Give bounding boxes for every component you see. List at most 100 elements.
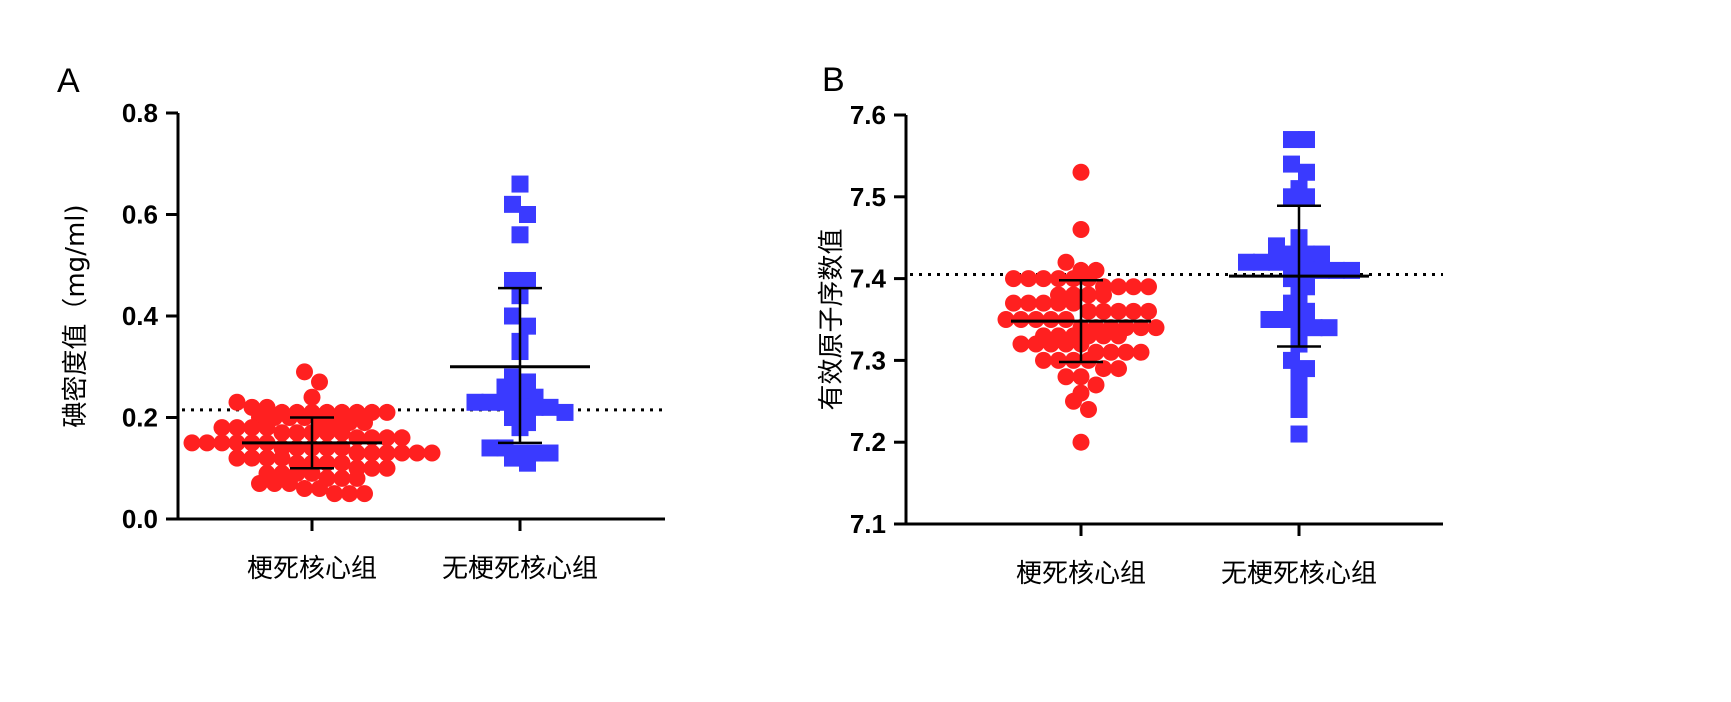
data-point	[519, 271, 536, 289]
data-point	[466, 393, 484, 411]
data-point	[318, 424, 336, 442]
data-point	[273, 424, 291, 442]
data-point	[348, 469, 366, 487]
data-point	[1298, 188, 1315, 206]
data-point	[378, 429, 396, 447]
data-point	[1095, 327, 1112, 345]
data-point	[1260, 311, 1278, 328]
data-point	[1042, 311, 1060, 328]
y-tick-label: 7.3	[850, 345, 886, 375]
y-axis-title: 碘密度值（mg/ml)	[61, 204, 91, 427]
data-point	[1305, 319, 1323, 337]
data-point	[1057, 335, 1075, 353]
data-point	[496, 378, 514, 396]
data-point	[1035, 270, 1052, 288]
data-point	[1065, 392, 1082, 410]
data-point	[1298, 245, 1315, 263]
data-point	[1012, 311, 1030, 328]
data-point	[1238, 253, 1255, 271]
data-point	[1140, 302, 1157, 320]
data-point	[1268, 237, 1285, 255]
data-point	[1065, 351, 1082, 369]
data-point	[1050, 351, 1067, 369]
data-point	[1095, 360, 1112, 378]
data-point	[1290, 384, 1308, 402]
y-tick-label: 0.8	[122, 98, 158, 128]
data-point	[997, 311, 1015, 328]
data-point	[1283, 270, 1300, 288]
data-point	[311, 480, 328, 498]
chart-panel-a: A 碘密度值（mg/ml) 0.0 0.2 0.4 0.6 0.8 梗死核心组 无梗死核心组	[57, 62, 665, 584]
data-point	[1080, 400, 1097, 418]
y-tick-label: 0.0	[122, 504, 158, 534]
data-point	[1072, 163, 1090, 181]
data-point	[1050, 270, 1067, 288]
data-point	[1283, 131, 1300, 149]
data-point	[333, 424, 351, 442]
data-point	[481, 393, 499, 411]
data-point	[1117, 343, 1135, 361]
data-point	[1320, 319, 1338, 337]
x-category-label: 梗死核心组	[1016, 559, 1146, 589]
data-point	[1313, 245, 1330, 263]
data-point	[526, 398, 544, 416]
data-point	[423, 444, 441, 462]
data-point	[1065, 294, 1082, 312]
data-point	[228, 393, 246, 411]
data-point	[198, 434, 216, 452]
data-point	[519, 454, 536, 472]
data-point	[1012, 335, 1030, 353]
x-category-label: 梗死核心组	[247, 554, 377, 584]
y-tick-label: 7.1	[850, 509, 886, 539]
data-point	[393, 429, 411, 447]
y-tick-label: 0.4	[122, 301, 159, 331]
panel-letter: A	[57, 62, 80, 100]
data-point	[213, 434, 231, 452]
data-point	[333, 454, 351, 472]
data-point	[1147, 319, 1165, 337]
y-axis-title: 有效原子序数值	[817, 228, 847, 410]
y-tick-label: 0.6	[122, 200, 158, 230]
data-point	[1035, 351, 1052, 369]
data-point	[1290, 400, 1308, 418]
data-point	[213, 419, 231, 437]
data-point	[541, 398, 559, 416]
data-point	[1125, 302, 1142, 320]
data-point	[288, 424, 306, 442]
data-point	[1290, 425, 1308, 443]
data-point	[1095, 286, 1112, 304]
data-point	[333, 469, 351, 487]
data-point	[273, 449, 291, 467]
data-point	[1253, 253, 1270, 271]
data-point	[1283, 188, 1300, 206]
data-point	[1110, 327, 1127, 345]
data-point	[1035, 294, 1052, 312]
x-category-label: 无梗死核心组	[1221, 559, 1377, 589]
data-point	[183, 434, 201, 452]
data-point	[1125, 278, 1142, 296]
data-point	[303, 388, 321, 406]
data-point	[1005, 270, 1022, 288]
data-point	[1140, 278, 1157, 296]
data-point	[1005, 294, 1022, 312]
y-tick-label: 7.2	[850, 427, 886, 457]
data-point	[1020, 294, 1037, 312]
data-point	[519, 317, 536, 335]
data-point	[266, 474, 283, 492]
data-point	[1110, 360, 1127, 378]
data-point	[258, 419, 276, 437]
data-point	[1298, 163, 1315, 181]
y-tick-label: 7.5	[850, 182, 886, 212]
data-point	[511, 226, 529, 244]
data-point	[504, 195, 521, 213]
data-point	[1132, 319, 1150, 337]
data-point	[1050, 294, 1067, 312]
data-point	[1283, 351, 1300, 369]
data-point	[1057, 311, 1075, 328]
data-point	[1283, 294, 1300, 312]
data-point	[1072, 368, 1090, 386]
data-point	[228, 434, 246, 452]
data-point	[1283, 155, 1300, 173]
data-point	[1027, 335, 1045, 353]
data-point	[296, 480, 313, 498]
